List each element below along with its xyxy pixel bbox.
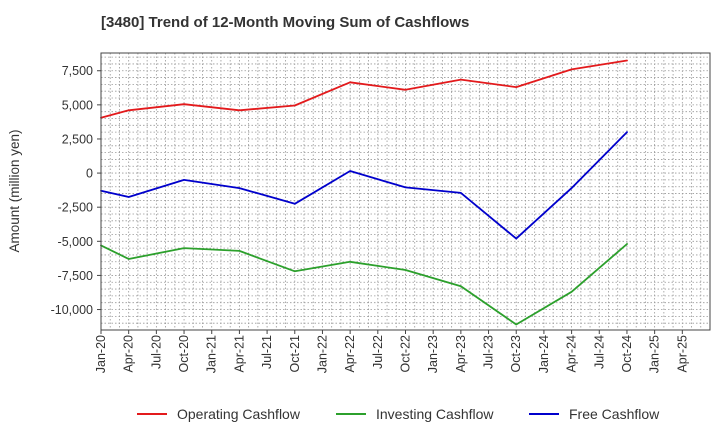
- series-line-operating-cashflow: [100, 59, 628, 119]
- x-tick-label: Jan-23: [426, 335, 440, 373]
- series-lines: [100, 59, 628, 326]
- y-tick-labels: 7,500 5,000 2,500 0 -2,500 -5,000 -7,500 -10,00…: [51, 64, 101, 317]
- x-tick-label: Apr-20: [122, 335, 136, 373]
- y-tick-label: 0: [86, 167, 93, 181]
- x-tick-label: Jan-25: [648, 335, 662, 373]
- x-tick-label: Jan-24: [537, 335, 551, 373]
- x-tick-label: Jul-23: [482, 335, 496, 369]
- x-tick-label: Apr-24: [565, 335, 579, 373]
- y-tick-label: -7,500: [58, 269, 93, 283]
- x-tick-label: Jul-21: [260, 335, 274, 369]
- x-tick-label: Apr-23: [454, 335, 468, 373]
- x-tick-label: Jul-24: [592, 335, 606, 369]
- y-axis-title: Amount (million yen): [7, 129, 22, 252]
- x-tick-label: Oct-23: [509, 335, 523, 373]
- y-tick-label: 2,500: [62, 132, 93, 146]
- y-tick-label: 5,000: [62, 98, 93, 112]
- chart-title: [3480] Trend of 12-Month Moving Sum of C…: [101, 14, 470, 31]
- x-tick-label: Apr-22: [343, 335, 357, 373]
- legend-label-operating-cashflow: Operating Cashflow: [177, 406, 301, 422]
- x-tick-label: Jul-22: [371, 335, 385, 369]
- y-tick-label: -2,500: [58, 201, 93, 215]
- x-tick-label: Jan-20: [94, 335, 108, 373]
- x-tick-label: Apr-21: [232, 335, 246, 373]
- y-tick-label: 7,500: [62, 64, 93, 78]
- x-tick-label: Oct-22: [399, 335, 413, 373]
- x-tick-label: Jul-20: [149, 335, 163, 369]
- y-tick-label: -10,000: [51, 303, 93, 317]
- x-tick-label: Oct-24: [620, 335, 634, 373]
- x-tick-label: Jan-21: [205, 335, 219, 373]
- x-tick-label: Oct-21: [288, 335, 302, 373]
- x-tick-labels: Jan-20 Apr-20 Jul-20 Oct-20 Jan-21 Apr-21 Jul-…: [94, 330, 689, 373]
- x-tick-label: Jan-22: [315, 335, 329, 373]
- legend-label-free-cashflow: Free Cashflow: [569, 406, 660, 422]
- y-tick-label: -5,000: [58, 235, 93, 249]
- legend: Operating Cashflow Investing Cashflow Free…: [137, 406, 660, 422]
- grid-lines: [101, 53, 710, 330]
- series-line-free-cashflow: [100, 131, 628, 240]
- x-tick-label: Apr-25: [675, 335, 689, 373]
- series-line-investing-cashflow: [100, 243, 628, 326]
- x-tick-label: Oct-20: [177, 335, 191, 373]
- legend-label-investing-cashflow: Investing Cashflow: [376, 406, 494, 422]
